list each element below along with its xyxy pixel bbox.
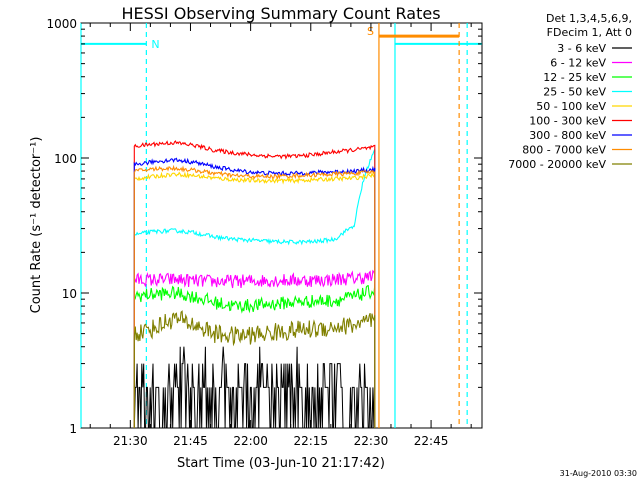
series-line [133, 171, 376, 429]
annotation-n: N [151, 38, 159, 51]
legend-entry: 3 - 6 keV [557, 42, 606, 55]
x-tick-label: 22:30 [354, 434, 389, 448]
y-tick-label: 10 [62, 287, 77, 301]
series-line [133, 284, 376, 429]
x-axis-label: Start Time (03-Jun-10 21:17:42) [177, 456, 385, 471]
y-tick-label: 100 [54, 152, 77, 166]
x-tick-label: 21:45 [173, 434, 208, 448]
legend-entry: 7000 - 20000 keV [508, 158, 606, 171]
legend: Det 1,3,4,5,6,9,FDecim 1, Att 0 3 - 6 keV… [508, 12, 632, 171]
x-tick-label: 22:45 [414, 434, 449, 448]
y-tick-label: 1 [69, 422, 77, 436]
series-line [133, 157, 376, 429]
legend-entry: 12 - 25 keV [543, 71, 606, 84]
series-line [133, 346, 376, 429]
series-line [133, 269, 376, 429]
series-line [133, 140, 376, 429]
chart-title: HESSI Observing Summary Count Rates [121, 4, 440, 23]
x-tick-label: 22:00 [233, 434, 268, 448]
y-axis-label: Count Rate (s⁻¹ detector⁻¹) [29, 137, 44, 314]
y-tick-label: 1000 [46, 17, 77, 31]
legend-header: Det 1,3,4,5,6,9, [546, 12, 632, 25]
series-line [133, 164, 376, 429]
legend-entry: 300 - 800 keV [529, 129, 606, 142]
legend-entry: 100 - 300 keV [529, 115, 606, 128]
legend-entry: 800 - 7000 keV [522, 144, 606, 157]
legend-entry: 25 - 50 keV [543, 86, 606, 99]
timestamp: 31-Aug-2010 03:30 [560, 469, 637, 478]
series-line [133, 310, 376, 429]
x-tick-label: 21:30 [113, 434, 148, 448]
legend-header: FDecim 1, Att 0 [547, 26, 632, 39]
series-line [133, 149, 376, 429]
x-tick-label: 22:15 [293, 434, 328, 448]
series-lines [133, 140, 376, 429]
axis-ticks: 21:30 21:45 22:00 22:15 22:30 22:45 1 10 100 1000 [46, 17, 482, 448]
legend-entry: 50 - 100 keV [536, 100, 606, 113]
annotation-s: S [367, 25, 374, 38]
legend-entry: 6 - 12 keV [550, 57, 606, 70]
vertical-markers: NS [80, 23, 482, 428]
